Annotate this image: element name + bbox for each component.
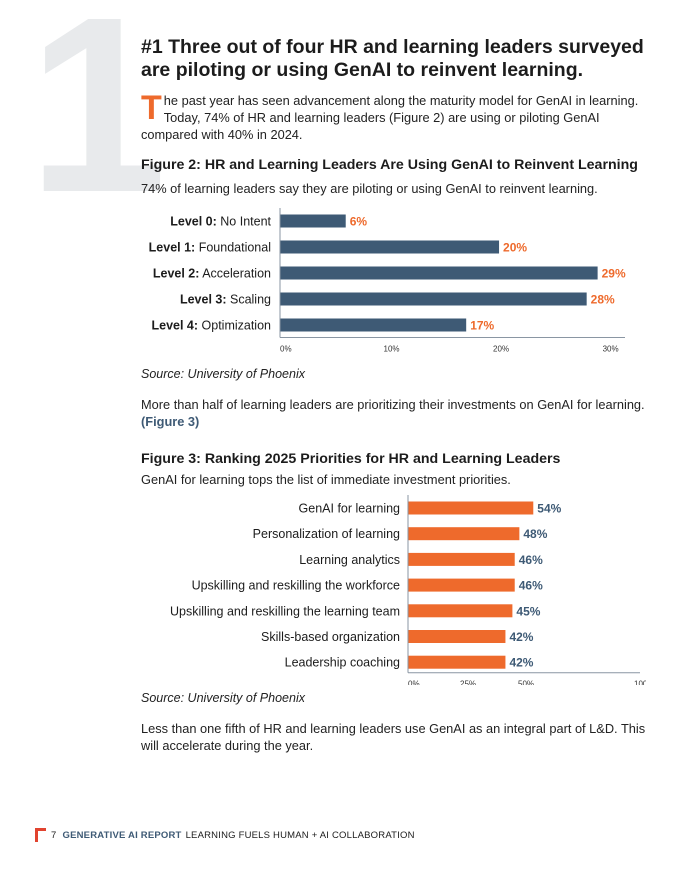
value-label: 42%: [509, 630, 533, 644]
figure2-subtitle: 74% of learning leaders say they are pil…: [141, 181, 598, 196]
category-label: Skills-based organization: [261, 630, 400, 644]
figure3-source: Source: University of Phoenix: [141, 691, 305, 705]
value-label: 42%: [509, 656, 533, 670]
bar: [408, 527, 520, 541]
paragraph-investments-text: More than half of learning leaders are p…: [141, 397, 645, 412]
category-label: Level 1: Foundational: [149, 241, 271, 255]
intro-text: he past year has seen advancement along …: [141, 93, 639, 142]
value-label: 46%: [519, 579, 543, 593]
tick-label: 0%: [280, 345, 292, 354]
main-content: #1 Three out of four HR and learning lea…: [141, 36, 646, 754]
bar: [408, 501, 534, 515]
tick-label: 50%: [518, 680, 534, 685]
bar: [408, 578, 515, 592]
bar: [408, 630, 506, 643]
bar: [408, 655, 506, 669]
bar: [280, 240, 500, 254]
tick-label: 25%: [460, 680, 476, 685]
figure2-title: Figure 2: HR and Learning Leaders Are Us…: [141, 157, 638, 173]
category-label: Level 4: Optimization: [151, 319, 271, 333]
tick-label: 0%: [408, 680, 420, 685]
brand-mark-icon: [35, 828, 47, 842]
page-headline: #1 Three out of four HR and learning lea…: [141, 36, 644, 81]
category-label: Leadership coaching: [285, 656, 400, 670]
figure2-source: Source: University of Phoenix: [141, 367, 305, 381]
value-label: 20%: [503, 241, 527, 255]
report-subtitle: LEARNING FUELS HUMAN + AI COLLABORATION: [185, 829, 415, 841]
paragraph-integral: Less than one fifth of HR and learning l…: [141, 721, 646, 753]
tick-label: 100%: [634, 680, 646, 685]
bar: [280, 292, 587, 306]
value-label: 48%: [523, 527, 547, 541]
value-label: 17%: [470, 319, 494, 333]
tick-label: 30%: [603, 345, 619, 354]
value-label: 28%: [591, 293, 615, 307]
figure3-subtitle: GenAI for learning tops the list of imme…: [141, 472, 511, 487]
category-label: Personalization of learning: [253, 527, 400, 541]
bar: [280, 214, 346, 228]
category-label: Level 3: Scaling: [180, 293, 271, 307]
tick-label: 10%: [384, 345, 400, 354]
value-label: 46%: [519, 553, 543, 567]
category-label: Level 0: No Intent: [170, 215, 271, 229]
figure2-chart: Level 0: No Intent 6% Level 1: Foundationa…: [149, 208, 626, 354]
tick-label: 20%: [493, 345, 509, 354]
value-label: 54%: [537, 502, 561, 516]
bar: [408, 604, 513, 618]
category-label: Upskilling and reskilling the learning t…: [170, 604, 400, 618]
category-label: GenAI for learning: [299, 502, 400, 516]
value-label: 29%: [602, 267, 626, 281]
page-footer: 7 GENERATIVE AI REPORT LEARNING FUELS HU…: [35, 828, 415, 842]
figure3-link[interactable]: (Figure 3): [141, 414, 200, 429]
value-label: 45%: [516, 604, 540, 618]
category-label: Level 2: Acceleration: [153, 267, 271, 281]
paragraph-investments: More than half of learning leaders are p…: [141, 396, 646, 430]
page-number: 7: [51, 829, 57, 841]
figure3-chart: GenAI for learning 54% Personalization of …: [170, 495, 646, 685]
figure3-title: Figure 3: Ranking 2025 Priorities for HR…: [141, 451, 561, 467]
bar: [280, 318, 467, 332]
bar: [408, 552, 515, 566]
bar: [280, 266, 598, 280]
category-label: Learning analytics: [299, 553, 400, 567]
section-numeral: 1: [28, 0, 167, 244]
value-label: 6%: [350, 215, 368, 229]
category-label: Upskilling and reskilling the workforce: [192, 579, 400, 593]
drop-cap: T: [141, 89, 162, 127]
report-name: GENERATIVE AI REPORT: [62, 829, 182, 841]
